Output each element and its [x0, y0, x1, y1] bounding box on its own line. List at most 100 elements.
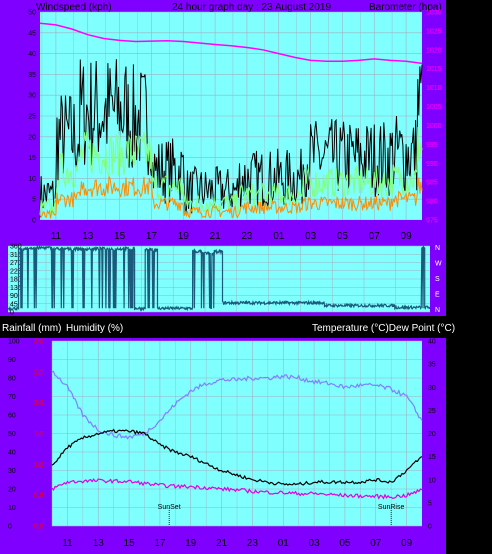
humidity-tick-label: 20	[8, 487, 16, 494]
wind-time-label: 19	[178, 231, 190, 242]
humidity-time-label: 11	[62, 538, 73, 549]
rainfall-header: Rainfall (mm)	[2, 323, 61, 334]
direction-tick-label: 45	[10, 301, 18, 308]
humidity-time-label: 01	[278, 538, 290, 549]
wind-xaxis-band	[40, 220, 422, 240]
barometer-tick-label: 985	[426, 180, 438, 187]
humidity-tick-label: 30	[8, 468, 16, 475]
windspeed-tick-label: 50	[28, 10, 36, 17]
humidity-line	[51, 370, 423, 440]
humidity-time-label: 21	[216, 538, 228, 549]
barometer-tick-label: 975	[426, 218, 438, 225]
humidity-time-label: 03	[309, 538, 321, 549]
windspeed-tick-label: 20	[28, 134, 36, 141]
rainfall-tick-label: 3.0	[34, 339, 44, 346]
compass-label: N	[435, 245, 440, 252]
windspeed-tick-label: 0	[32, 218, 36, 225]
humidity-header: Humidity (%)	[66, 323, 123, 334]
windspeed-tick-label: 35	[28, 72, 36, 79]
wind-direction-line	[7, 244, 431, 312]
wind-average-line	[39, 126, 423, 216]
direction-series	[7, 244, 431, 312]
compass-label: N	[435, 307, 440, 314]
humidity-grid	[51, 340, 422, 527]
humidity-axis: 0 10 20 30 40 50 60 70 80 90 100	[8, 339, 20, 531]
sun-marker-label: SunRise	[378, 504, 405, 511]
wind-low-line	[39, 175, 423, 219]
windspeed-tick-label: 45	[28, 30, 36, 37]
rainfall-axis: 0.0 0.5 1.0 1.5 2.0 2.5 3.0	[34, 339, 44, 531]
windspeed-tick-label: 40	[28, 51, 36, 58]
humidity-time-label: 23	[247, 538, 259, 549]
wind-time-label: 09	[401, 231, 413, 242]
windspeed-header: Windspeed (kph)	[36, 2, 112, 13]
temperature-tick-label: 5	[428, 500, 432, 507]
direction-tick-label: 225	[10, 268, 22, 275]
rainfall-tick-label: 1.0	[34, 462, 44, 469]
barometer-tick-label: 995	[426, 142, 438, 149]
direction-tick-label: 270	[10, 260, 22, 267]
barometer-tick-label: 1015	[426, 66, 442, 73]
rainfall-tick-label: 0.5	[34, 493, 44, 500]
windspeed-tick-label: 30	[28, 93, 36, 100]
barometer-tick-label: 1020	[426, 47, 442, 54]
windspeed-tick-label: 5	[32, 197, 36, 204]
direction-tick-label: 315	[10, 252, 22, 259]
wind-time-label: 05	[337, 231, 349, 242]
direction-tick-label: 180	[10, 277, 22, 284]
temperature-tick-label: 0	[428, 524, 432, 531]
humidity-time-label: 19	[185, 538, 197, 549]
wind-series	[39, 22, 423, 219]
humidity-tick-label: 70	[8, 394, 16, 401]
dewpoint-line	[51, 478, 423, 500]
temperature-line	[51, 428, 423, 486]
humidity-time-label: 17	[154, 538, 166, 549]
direction-tick-label: 360	[10, 244, 22, 251]
humidity-time-label: 15	[124, 538, 136, 549]
windspeed-tick-label: 10	[28, 176, 36, 183]
temperature-tick-label: 30	[428, 385, 436, 392]
humidity-tick-label: 90	[8, 357, 16, 364]
humidity-tick-label: 60	[8, 413, 16, 420]
barometer-tick-label: 1005	[426, 104, 442, 111]
graph-title: 24 hour graph day : 23 August 2019	[172, 2, 331, 13]
temperature-tick-label: 35	[428, 362, 436, 369]
wind-gust-line	[39, 59, 423, 218]
humidity-time-label: 09	[401, 538, 413, 549]
humidity-tick-label: 0	[8, 524, 12, 531]
wind-time-label: 15	[114, 231, 126, 242]
temperature-tick-label: 25	[428, 408, 436, 415]
barometer-tick-label: 980	[426, 199, 438, 206]
temperature-header: Temperature (°C)Dew Point (°C)	[312, 323, 455, 334]
direction-tick-label: 135	[10, 285, 22, 292]
barometer-header: Barometer (hpa)	[369, 2, 442, 13]
temperature-axis: 0 5 10 15 20 25 30 35 40	[428, 339, 436, 531]
humidity-tick-label: 40	[8, 450, 16, 457]
wind-time-label: 11	[51, 231, 62, 242]
direction-tick-label: 0	[10, 310, 14, 317]
humidity-time-label: 07	[370, 538, 382, 549]
humidity-temperature-series	[51, 370, 423, 500]
wind-time-label: 23	[241, 231, 253, 242]
barometer-line	[39, 22, 423, 65]
rainfall-tick-label: 1.5	[34, 431, 44, 438]
compass-labels: N W S E N	[435, 245, 442, 314]
rainfall-tick-label: 2.5	[34, 369, 44, 376]
windspeed-tick-label: 15	[28, 155, 36, 162]
temperature-tick-label: 40	[428, 339, 436, 346]
humidity-time-label: 13	[93, 538, 105, 549]
wind-time-label: 21	[210, 231, 222, 242]
windspeed-tick-label: 25	[28, 114, 36, 121]
temperature-tick-label: 10	[428, 477, 436, 484]
rainfall-tick-label: 2.0	[34, 400, 44, 407]
humidity-time-label: 05	[339, 538, 351, 549]
windspeed-axis: 0 5 10 15 20 25 30 35 40 45 50	[28, 10, 36, 225]
wind-time-label: 03	[305, 231, 317, 242]
direction-tick-label: 90	[10, 293, 18, 300]
humidity-tick-label: 10	[8, 505, 16, 512]
compass-label: W	[435, 261, 442, 268]
barometer-tick-label: 1010	[426, 85, 442, 92]
sun-annotations: SunSet SunRise	[158, 504, 405, 526]
